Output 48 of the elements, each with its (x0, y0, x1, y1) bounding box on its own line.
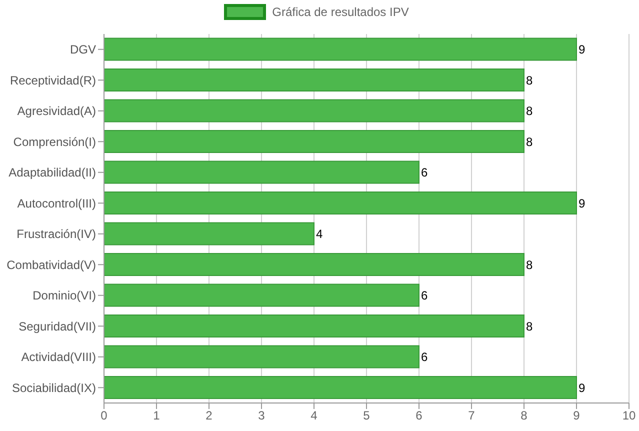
y-tick-label: Adaptabilidad(II) (8, 166, 96, 180)
bar (104, 192, 577, 215)
x-tick-label: 6 (416, 408, 423, 423)
data-label: 8 (526, 73, 533, 88)
data-label: 9 (578, 380, 586, 395)
data-label: 8 (526, 104, 533, 118)
x-tick-label: 9 (573, 408, 580, 423)
data-label: 6 (421, 350, 428, 364)
y-tick-label: Receptividad(R) (10, 73, 96, 88)
data-label: 9 (578, 196, 586, 210)
bar (104, 68, 524, 92)
y-tick-label: Dominio(VI) (32, 288, 96, 303)
data-label: 8 (526, 134, 533, 149)
x-tick-label: 7 (468, 408, 476, 423)
y-tick-label: Combatividad(V) (6, 258, 96, 272)
x-tick-label: 1 (153, 408, 160, 423)
bar (104, 314, 524, 338)
x-tick-label: 0 (100, 408, 108, 423)
y-tick-label: Comprensión(I) (13, 134, 96, 149)
bar (104, 38, 577, 61)
y-tick-label: DGV (70, 42, 96, 57)
bar (104, 160, 420, 184)
bar (104, 222, 314, 246)
x-tick-label: 5 (363, 408, 370, 423)
bar (104, 345, 420, 368)
series-label: Gráfica de resultados IPV (272, 5, 409, 19)
data-label: 8 (526, 258, 533, 272)
data-label: 4 (316, 227, 323, 242)
y-tick-label: Agresividad(A) (17, 104, 96, 118)
x-tick-label: 2 (206, 408, 213, 423)
x-tick-label: 4 (310, 408, 318, 423)
y-tick-label: Actividad(VIII) (21, 350, 96, 364)
bar (104, 284, 420, 307)
y-tick-label: Sociabilidad(IX) (12, 380, 96, 395)
y-tick-label: Seguridad(VII) (18, 319, 96, 334)
bar (104, 376, 577, 400)
x-tick-label: 3 (258, 408, 266, 423)
data-label: 6 (421, 166, 428, 180)
bar (104, 99, 524, 122)
bar (104, 130, 524, 154)
bar (104, 253, 524, 276)
y-tick-label: Autocontrol(III) (17, 196, 96, 210)
data-label: 6 (421, 288, 428, 303)
data-label: 9 (578, 42, 586, 57)
x-tick-label: 8 (520, 408, 528, 423)
y-tick-label: Frustración(IV) (16, 227, 96, 242)
data-label: 8 (526, 319, 533, 334)
x-tick-label: 10 (622, 408, 636, 423)
